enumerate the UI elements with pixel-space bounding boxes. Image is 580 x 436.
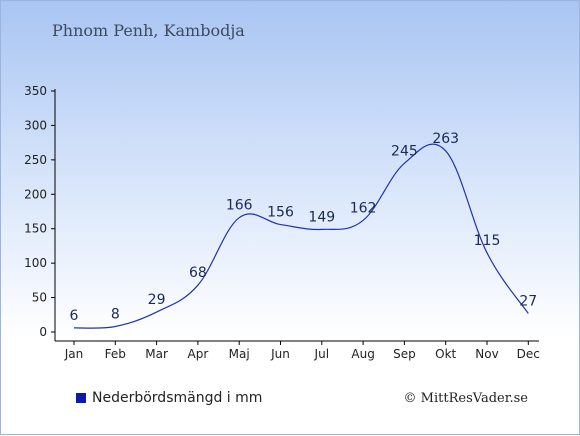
x-tick-label: Okt [435,347,456,361]
y-tick-label: 100 [24,256,47,270]
y-tick-label: 350 [24,84,47,98]
data-label: 263 [432,131,459,147]
precipitation-line [73,143,529,329]
data-label: 68 [189,265,207,281]
x-tick-label: Feb [105,347,126,361]
legend-swatch [76,393,86,403]
data-label: 166 [226,198,253,214]
x-tick-label: Apr [188,347,209,361]
copyright-text: © MittResVader.se [403,391,528,406]
data-label: 149 [308,209,335,225]
x-tick-label: Jan [64,347,84,361]
legend-label: Nederbördsmängd i mm [92,390,263,406]
data-label: 156 [267,205,294,221]
x-tick-label: Aug [351,347,374,361]
data-label: 8 [111,306,120,322]
chart-title: Phnom Penh, Kambodja [52,21,245,40]
data-label: 115 [474,233,501,249]
data-label: 6 [70,308,79,324]
y-tick-label: 50 [32,291,47,305]
x-tick-label: Nov [475,347,498,361]
legend: Nederbördsmängd i mm [76,390,262,406]
y-axis-ticks: 0 50 100 150 200 250 300 350 [24,84,55,339]
x-tick-label: Mar [145,347,168,361]
data-label: 29 [148,292,166,308]
axes [54,89,539,342]
x-tick-label: Dec [517,347,540,361]
y-tick-label: 150 [24,222,47,236]
data-label: 162 [350,200,377,216]
y-tick-label: 0 [39,325,47,339]
y-tick-label: 300 [24,118,47,132]
y-tick-label: 250 [24,153,47,167]
data-label: 27 [519,293,537,309]
x-tick-label: Jun [270,347,290,361]
x-tick-label: Jul [314,347,329,361]
y-tick-label: 200 [24,187,47,201]
data-label: 245 [391,143,418,159]
x-axis-ticks: Jan Feb Mar Apr Maj Jun Jul Aug Sep Okt Nov Dec [64,341,540,361]
x-tick-label: Sep [393,347,416,361]
x-tick-label: Maj [229,347,250,361]
